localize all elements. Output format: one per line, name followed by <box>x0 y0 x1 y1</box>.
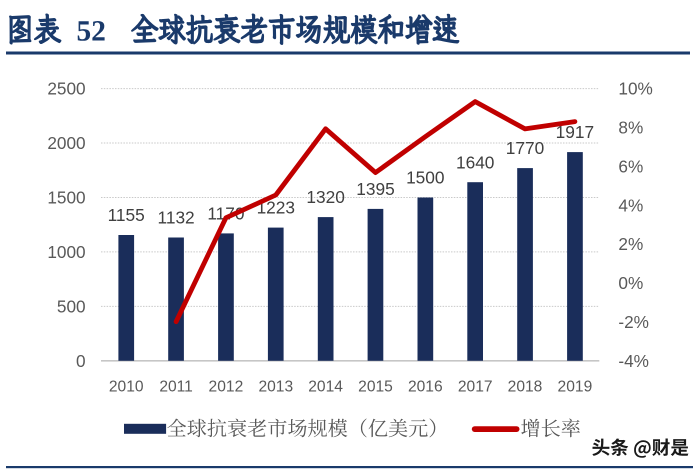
svg-text:500: 500 <box>57 296 86 316</box>
svg-text:1320: 1320 <box>306 187 344 207</box>
svg-text:1223: 1223 <box>257 198 295 218</box>
svg-text:-4%: -4% <box>618 351 649 371</box>
svg-text:6%: 6% <box>618 156 643 176</box>
svg-text:2015: 2015 <box>358 379 393 396</box>
svg-text:4%: 4% <box>618 195 643 215</box>
svg-text:10%: 10% <box>618 79 652 99</box>
svg-text:1770: 1770 <box>506 138 544 158</box>
svg-text:8%: 8% <box>618 118 643 138</box>
svg-text:1132: 1132 <box>158 208 195 228</box>
svg-text:0%: 0% <box>618 273 643 293</box>
svg-text:2019: 2019 <box>558 379 593 396</box>
svg-text:2014: 2014 <box>308 379 343 396</box>
svg-text:2016: 2016 <box>408 379 443 396</box>
svg-text:2500: 2500 <box>47 79 85 99</box>
svg-text:1640: 1640 <box>456 152 494 172</box>
svg-text:2%: 2% <box>618 234 643 254</box>
svg-text:1917: 1917 <box>556 122 594 142</box>
svg-text:-2%: -2% <box>618 312 649 332</box>
svg-text:1170: 1170 <box>207 204 244 224</box>
svg-text:2010: 2010 <box>109 379 144 396</box>
svg-text:2011: 2011 <box>159 379 193 396</box>
svg-text:1500: 1500 <box>47 188 85 208</box>
svg-text:2012: 2012 <box>209 379 244 396</box>
svg-text:2013: 2013 <box>258 379 293 396</box>
svg-text:2017: 2017 <box>458 379 493 396</box>
svg-text:1500: 1500 <box>406 168 444 188</box>
svg-text:2018: 2018 <box>508 379 543 396</box>
svg-text:2000: 2000 <box>47 133 85 153</box>
svg-text:0: 0 <box>76 351 86 371</box>
svg-text:1155: 1155 <box>108 205 145 225</box>
svg-text:1000: 1000 <box>47 242 85 262</box>
svg-text:1395: 1395 <box>356 179 394 199</box>
